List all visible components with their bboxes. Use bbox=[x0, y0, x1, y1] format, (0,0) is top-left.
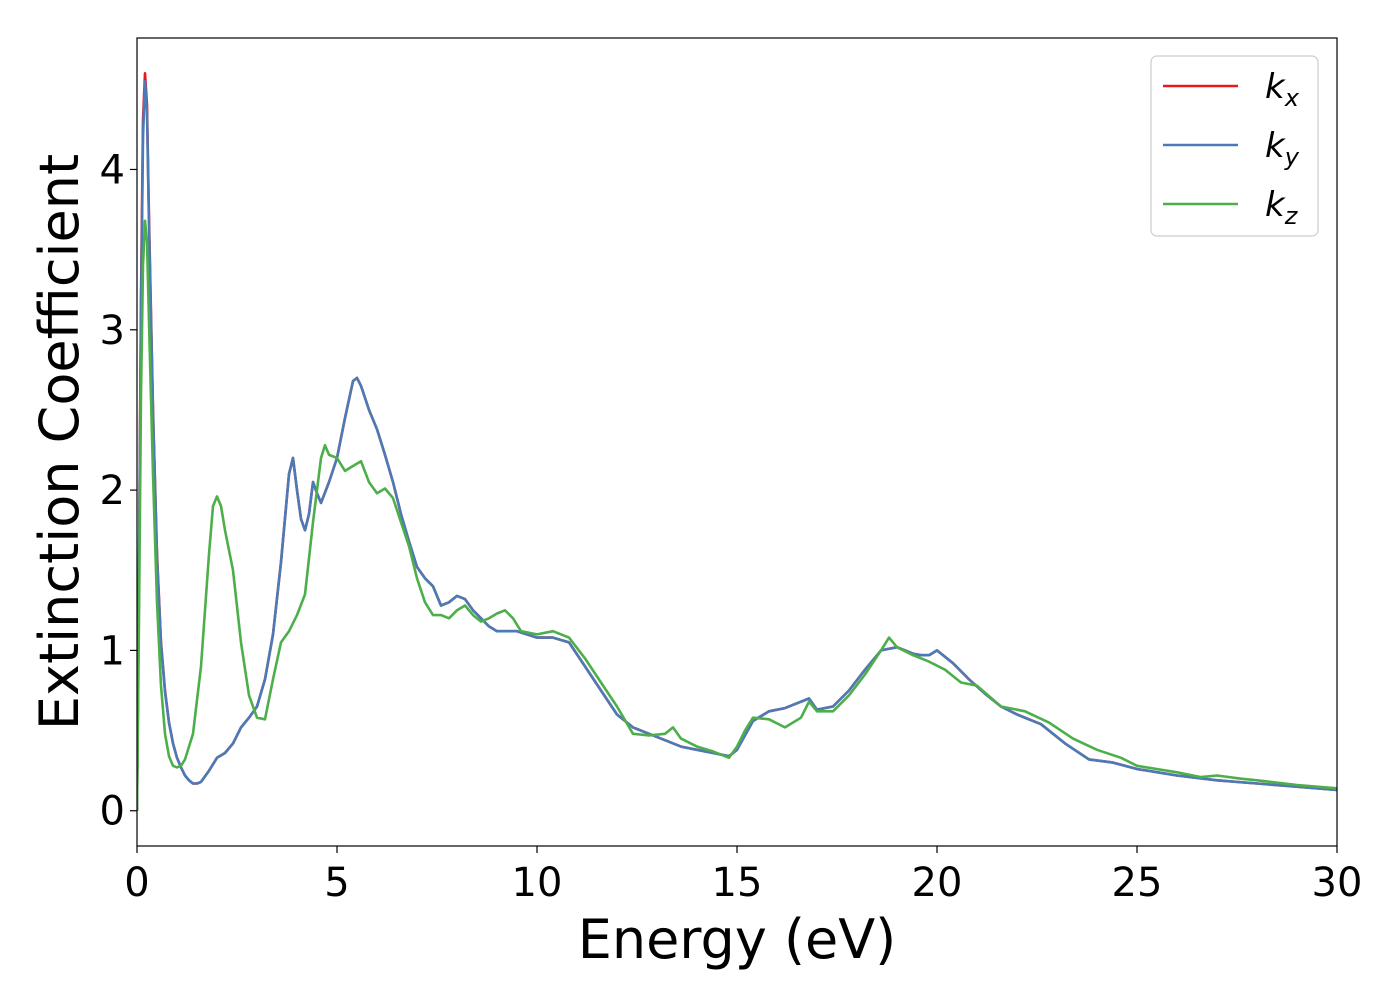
y-axis: 0 1 2 3 4 bbox=[100, 147, 137, 835]
x-tick-label: 30 bbox=[1312, 860, 1363, 906]
x-axis: 0 5 10 15 20 25 30 bbox=[124, 846, 1362, 906]
x-tick-label: 0 bbox=[124, 860, 149, 906]
plot-area: 0 5 10 15 20 25 30 0 1 2 3 4 bbox=[100, 37, 1362, 906]
x-tick-label: 25 bbox=[1112, 860, 1163, 906]
y-tick-label: 0 bbox=[100, 789, 125, 835]
x-tick-label: 10 bbox=[512, 860, 563, 906]
y-axis-label: Extinction Coefficient bbox=[28, 154, 91, 730]
x-tick-label: 5 bbox=[324, 860, 349, 906]
x-axis-label: Energy (eV) bbox=[578, 908, 897, 971]
series-lines bbox=[137, 72, 1337, 811]
x-tick-label: 15 bbox=[712, 860, 763, 906]
axes-background bbox=[137, 38, 1337, 846]
y-tick-label: 1 bbox=[100, 628, 125, 674]
y-tick-label: 2 bbox=[100, 468, 125, 514]
y-tick-label: 4 bbox=[100, 147, 125, 193]
series-line-y bbox=[137, 80, 1337, 811]
series-line-z bbox=[137, 219, 1337, 811]
legend-label-z: kz bbox=[1265, 185, 1299, 230]
x-tick-label: 20 bbox=[912, 860, 963, 906]
y-tick-label: 3 bbox=[100, 308, 125, 354]
